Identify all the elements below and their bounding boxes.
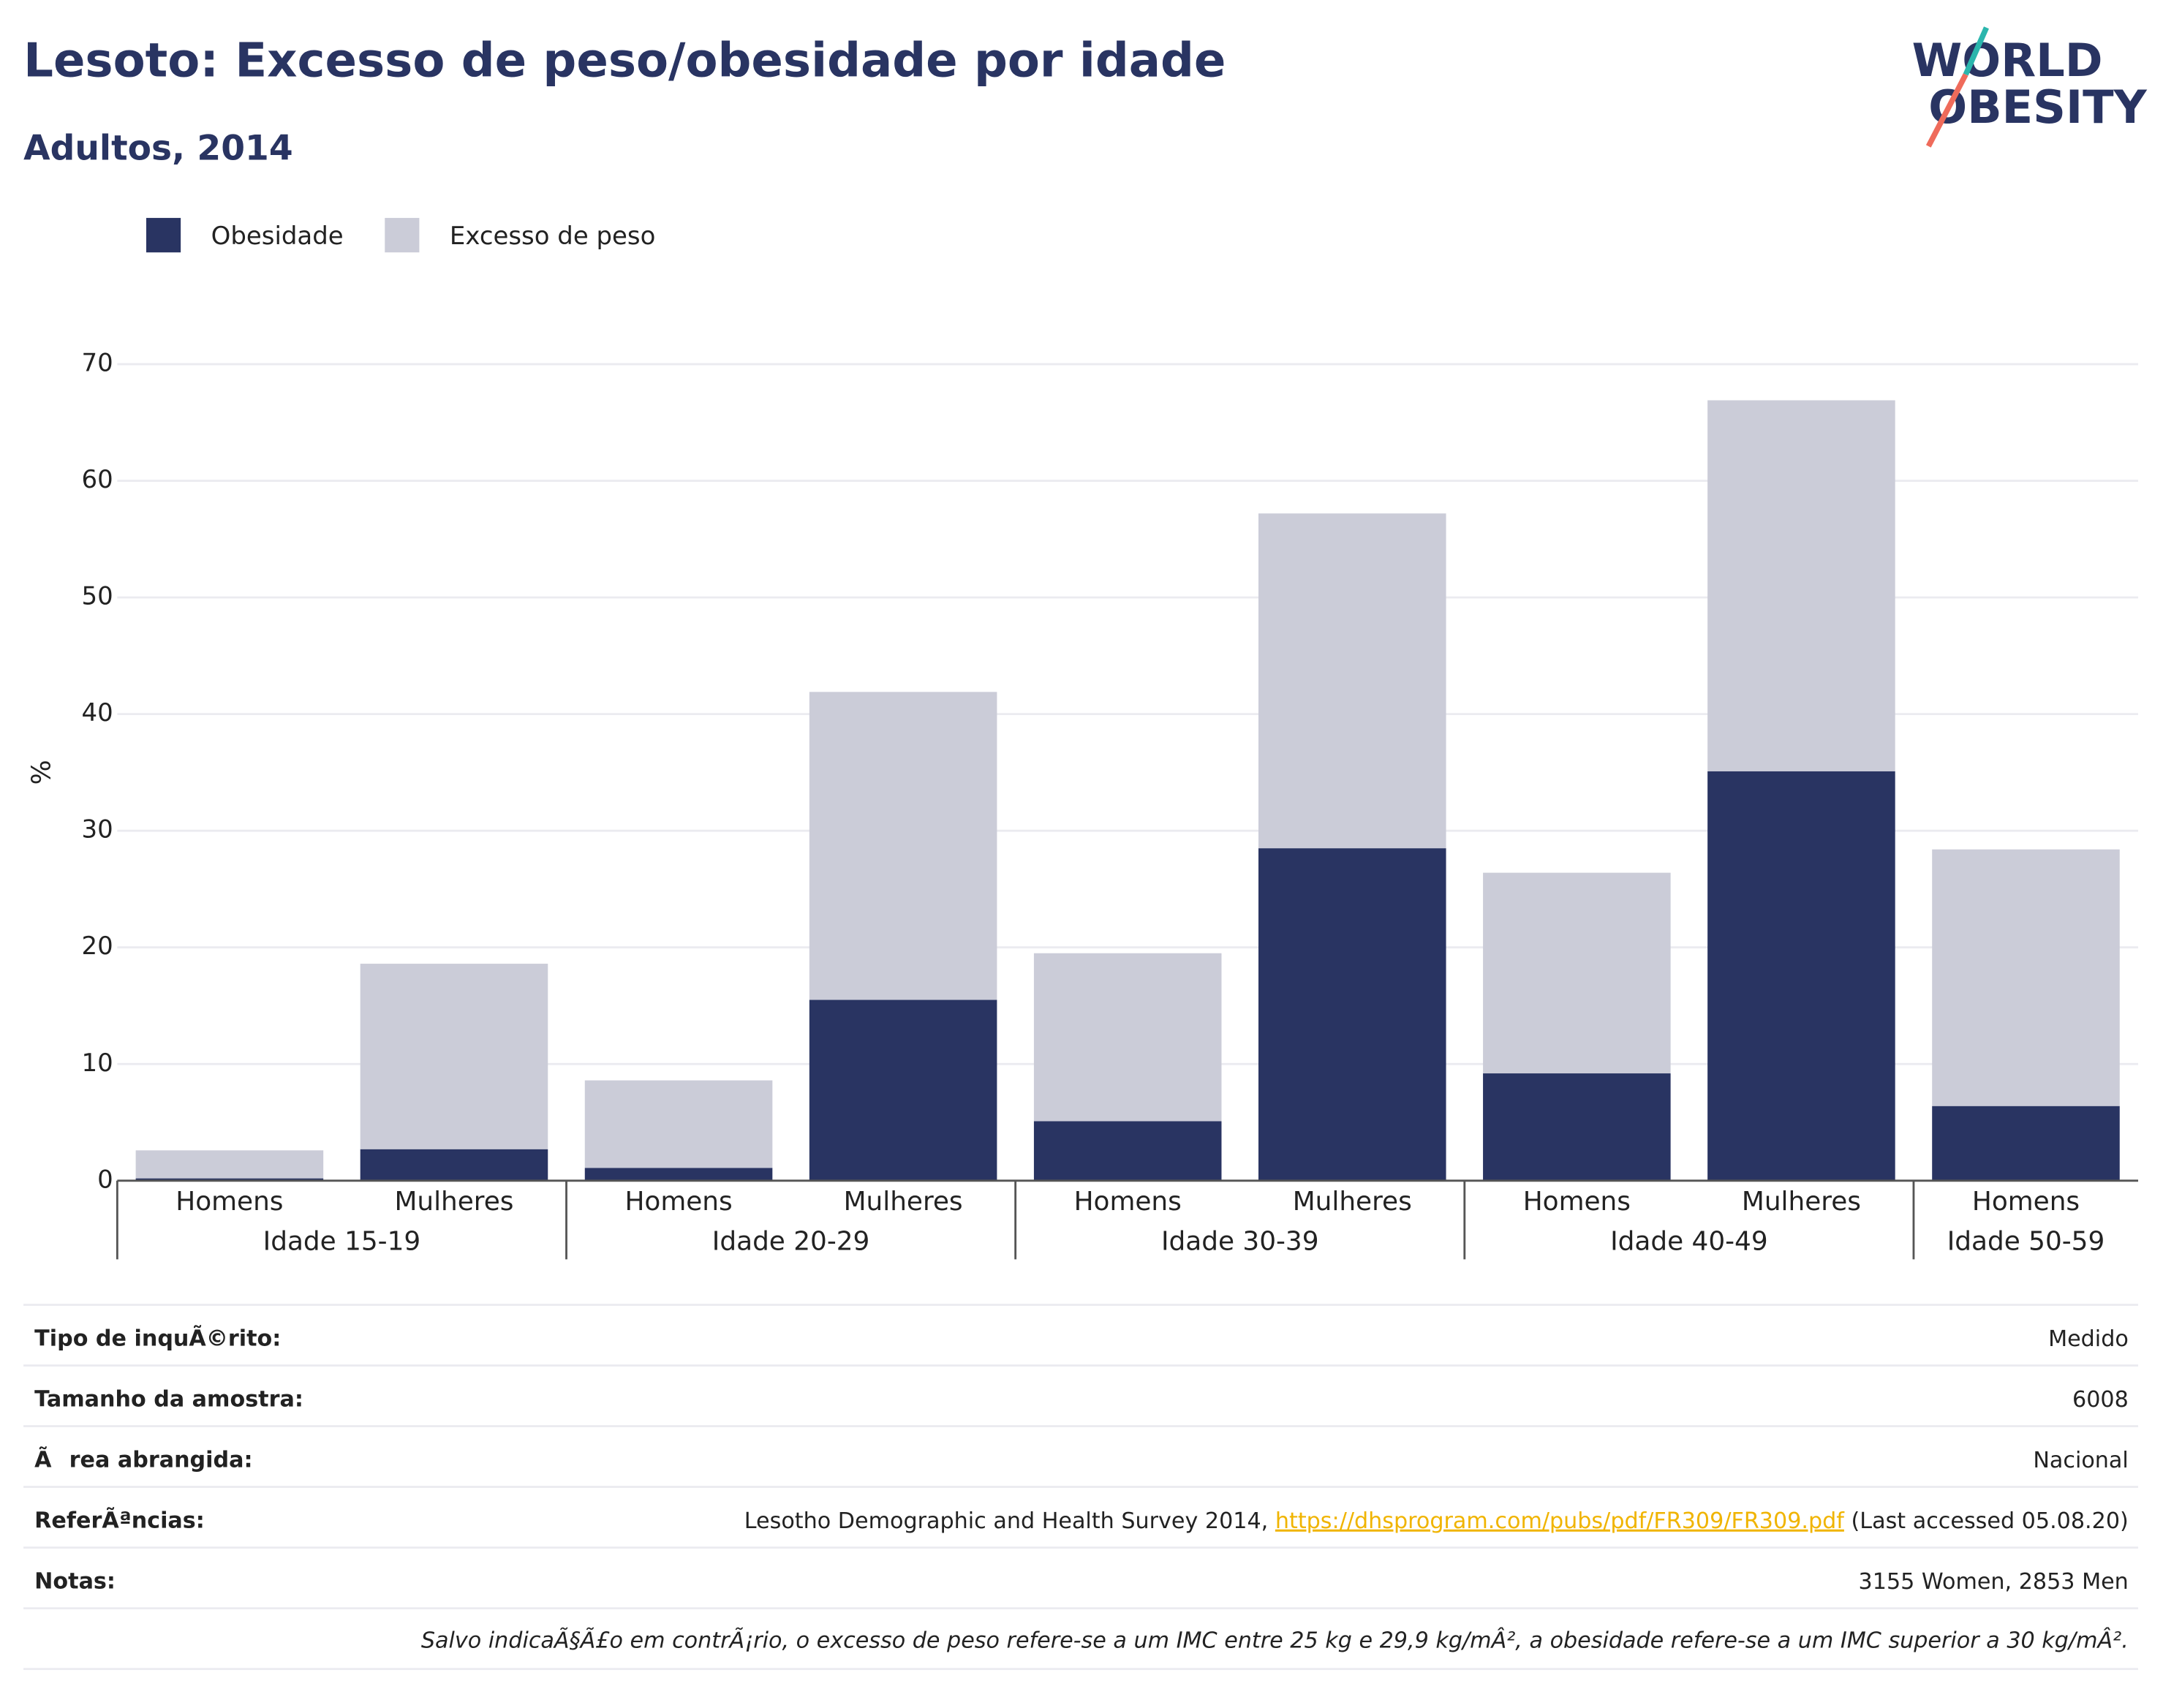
row-value-part: Nacional: [2033, 1447, 2129, 1473]
bar-segment: [1707, 400, 1895, 771]
bar-segment: [1258, 848, 1446, 1181]
y-tick-label: 70: [82, 349, 113, 378]
group-label: Idade 15-19: [263, 1227, 421, 1257]
bar-segment: [584, 1168, 773, 1181]
title: Lesoto: Excesso de peso/obesidade por id…: [23, 33, 1226, 88]
bar-segment: [1483, 872, 1671, 1074]
y-tick-label: 60: [82, 465, 113, 494]
x-tick-label: Homens: [1074, 1187, 1182, 1217]
bar-segment: [1483, 1073, 1671, 1181]
legend-label: Excesso de peso: [450, 222, 655, 251]
bar-segment: [1258, 513, 1446, 849]
legend-swatch: [146, 218, 181, 253]
x-tick-label: Homens: [175, 1187, 283, 1217]
bar-segment: [360, 964, 548, 1149]
group-label: Idade 30-39: [1161, 1227, 1319, 1257]
row-label: ReferÃªncias:: [34, 1506, 205, 1533]
row-value: Nacional: [2033, 1447, 2129, 1473]
row-value: 6008: [2072, 1386, 2129, 1412]
y-tick-label: 40: [82, 698, 113, 728]
x-tick-label: Mulheres: [844, 1187, 963, 1217]
logo: WORLD OBESITY: [1912, 26, 2148, 148]
row-label: Ãrea abrangida:: [34, 1446, 252, 1473]
bar-segment: [1932, 1106, 2120, 1181]
y-tick-label: 0: [97, 1165, 113, 1194]
group-label: Idade 40-49: [1610, 1227, 1768, 1257]
x-tick-label: Homens: [624, 1187, 732, 1217]
legend-swatch: [385, 218, 420, 253]
logo-slash: [1925, 73, 1968, 148]
bar-segment: [1932, 849, 2120, 1106]
y-tick-label: 20: [82, 932, 113, 961]
bar-segment: [809, 692, 997, 1000]
x-tick-label: Mulheres: [394, 1187, 513, 1217]
logo-text: WORLD: [1912, 34, 2103, 87]
bar-segment: [1707, 771, 1895, 1181]
subtitle: Adultos, 2014: [23, 129, 293, 169]
bar-segment: [584, 1080, 773, 1168]
x-tick-label: Homens: [1972, 1187, 2080, 1217]
row-value: Medido: [2048, 1326, 2129, 1351]
y-tick-label: 50: [82, 582, 113, 611]
legend-label: Obesidade: [211, 222, 344, 251]
bar-segment: [1033, 953, 1222, 1122]
reference-link[interactable]: https://dhsprogram.com/pubs/pdf/FR309/FR…: [1275, 1508, 1845, 1533]
row-label: Tipo de inquÃ©rito:: [34, 1324, 281, 1351]
bar-segment: [135, 1150, 324, 1179]
x-tick-label: Homens: [1523, 1187, 1631, 1217]
row-value: Lesotho Demographic and Health Survey 20…: [744, 1508, 2129, 1533]
footnote: Salvo indicaÃ§Ã£o em contrÃ¡rio, o exces…: [421, 1627, 2129, 1653]
x-tick-label: Mulheres: [1742, 1187, 1861, 1217]
row-value: 3155 Women, 2853 Men: [1859, 1568, 2129, 1594]
y-tick-label: 30: [82, 815, 113, 844]
logo-slash: [1963, 26, 1989, 76]
x-tick-label: Mulheres: [1293, 1187, 1412, 1217]
row-label: Notas:: [34, 1568, 116, 1594]
row-value-part: Lesotho Demographic and Health Survey 20…: [744, 1508, 1275, 1533]
row-value-part: 6008: [2072, 1386, 2129, 1412]
bar-segment: [809, 1000, 997, 1181]
row-value-part: (Last accessed 05.08.20): [1844, 1508, 2129, 1533]
row-label: Tamanho da amostra:: [34, 1386, 303, 1412]
bar-segment: [1033, 1121, 1222, 1181]
logo-text: OBESITY: [1928, 80, 2147, 134]
row-value-part: Medido: [2048, 1326, 2129, 1351]
y-tick-label: 10: [82, 1048, 113, 1078]
bar-segment: [135, 1178, 324, 1181]
row-value-part: 3155 Women, 2853 Men: [1859, 1568, 2129, 1594]
bar-segment: [360, 1149, 548, 1181]
group-label: Idade 50-59: [1947, 1227, 2105, 1257]
y-axis-label: %: [26, 760, 56, 785]
group-label: Idade 20-29: [712, 1227, 870, 1257]
